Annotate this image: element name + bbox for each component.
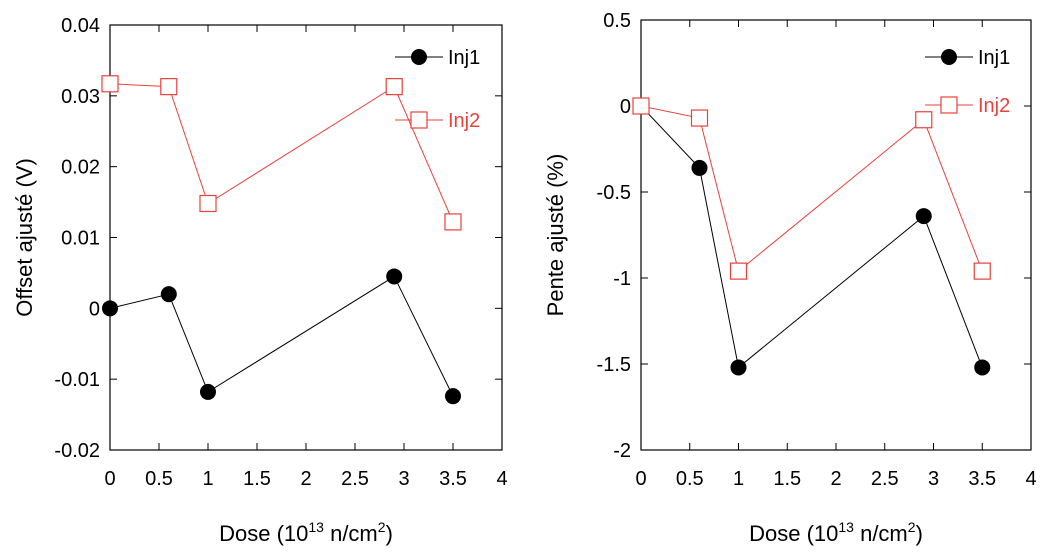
x-tick-label: 0 xyxy=(635,468,646,490)
x-axis-label: Dose (1013 n/cm2) xyxy=(219,519,393,546)
legend-label: Inj1 xyxy=(448,47,480,69)
data-point xyxy=(199,194,217,213)
x-axis-label-part: Dose (10 xyxy=(219,521,308,546)
x-tick-label: 3.5 xyxy=(439,468,467,490)
data-point xyxy=(200,383,216,400)
series-inj2 xyxy=(632,97,991,280)
chart-1: 0 0.5 1 1.5 2 2.5 3 3.5 4 -0.02 -0.01 0 0.01 0.02 0.03… xyxy=(12,15,508,546)
data-point xyxy=(445,388,461,405)
x-tick-label: 2.5 xyxy=(341,468,369,490)
x-tick-label: 2 xyxy=(300,468,311,490)
x-tick-label: 1 xyxy=(733,468,744,490)
data-point xyxy=(973,262,991,280)
y-tick-label: -0.01 xyxy=(54,369,100,391)
data-point xyxy=(915,208,932,225)
x-tick-label: 2 xyxy=(830,468,841,490)
series-line xyxy=(640,105,983,273)
x-tick-label: 3 xyxy=(928,468,939,490)
data-point xyxy=(386,268,403,285)
x-tick-label: 0.5 xyxy=(676,468,704,490)
x-tick-label: 0.5 xyxy=(145,468,173,490)
data-point xyxy=(160,78,178,96)
legend: Inj1 Inj2 xyxy=(925,47,1010,117)
data-point xyxy=(729,262,748,280)
x-tick-label: 4 xyxy=(496,468,507,490)
x-axis-label-part: n/cm xyxy=(324,521,378,546)
data-point xyxy=(444,213,462,231)
y-tick-label: -1 xyxy=(613,268,631,290)
data-point xyxy=(632,97,650,115)
legend-label: Inj2 xyxy=(978,95,1010,117)
x-tick-label: 0 xyxy=(104,468,115,490)
data-point xyxy=(915,111,933,129)
x-tick-label: 1.5 xyxy=(243,468,271,490)
y-tick-label: 0.5 xyxy=(603,10,631,32)
legend-marker xyxy=(940,96,958,114)
x-axis-label-part: ) xyxy=(916,521,923,546)
data-point xyxy=(730,359,747,376)
legend-label: Inj2 xyxy=(448,110,480,132)
x-axis-label-sup: 13 xyxy=(838,519,854,535)
x-axis-label-sup: 2 xyxy=(378,519,386,535)
y-tick-label: 0.01 xyxy=(61,228,100,250)
series-line xyxy=(109,83,454,223)
legend-marker xyxy=(411,49,427,65)
x-axis-label: Dose (1013 n/cm2) xyxy=(749,519,923,546)
data-point xyxy=(691,159,708,176)
plot-frame xyxy=(640,19,1032,451)
y-tick-label: -1.5 xyxy=(597,354,631,376)
x-axis-label-part: ) xyxy=(386,521,393,546)
y-tick-label: 0.03 xyxy=(61,86,100,108)
chart-2: 0 0.5 1 1.5 2 2.5 3 3.5 4 -2 -1.5 -1 -0.5 0 0.5 Dose (1… xyxy=(543,10,1037,546)
y-tick-label: -0.5 xyxy=(597,182,631,204)
y-tick-label: -2 xyxy=(613,440,631,462)
legend: Inj1 Inj2 xyxy=(395,47,480,132)
y-tick-label: 0.04 xyxy=(61,15,100,37)
legend-label: Inj1 xyxy=(978,47,1010,69)
x-tick-label: 1.5 xyxy=(773,468,801,490)
data-point xyxy=(102,300,118,317)
series-inj2 xyxy=(101,75,462,231)
legend-marker xyxy=(410,111,428,129)
data-point xyxy=(160,286,177,303)
series-line xyxy=(640,105,983,369)
series-inj1 xyxy=(633,98,991,376)
x-tick-label: 1 xyxy=(202,468,213,490)
data-point xyxy=(974,359,991,376)
data-point xyxy=(101,75,119,93)
x-tick-label: 2.5 xyxy=(871,468,899,490)
data-point xyxy=(385,78,403,96)
y-tick-label: 0.02 xyxy=(61,157,100,179)
x-axis-label-part: n/cm xyxy=(854,521,908,546)
y-tick-label: 0 xyxy=(89,298,100,320)
y-tick-label: -0.02 xyxy=(54,440,100,462)
legend-marker xyxy=(941,49,957,65)
data-point xyxy=(690,109,709,127)
y-axis-label: Pente ajusté (%) xyxy=(543,154,568,317)
x-axis-label-part: Dose (10 xyxy=(749,521,838,546)
series-inj1 xyxy=(102,268,461,405)
y-tick-label: 0 xyxy=(620,96,631,118)
y-axis-label: Offset ajusté (V) xyxy=(12,158,37,317)
x-tick-label: 4 xyxy=(1025,468,1036,490)
x-tick-label: 3 xyxy=(398,468,409,490)
x-axis-label-sup: 13 xyxy=(308,519,324,535)
x-axis-label-sup: 2 xyxy=(908,519,916,535)
x-tick-label: 3.5 xyxy=(968,468,996,490)
